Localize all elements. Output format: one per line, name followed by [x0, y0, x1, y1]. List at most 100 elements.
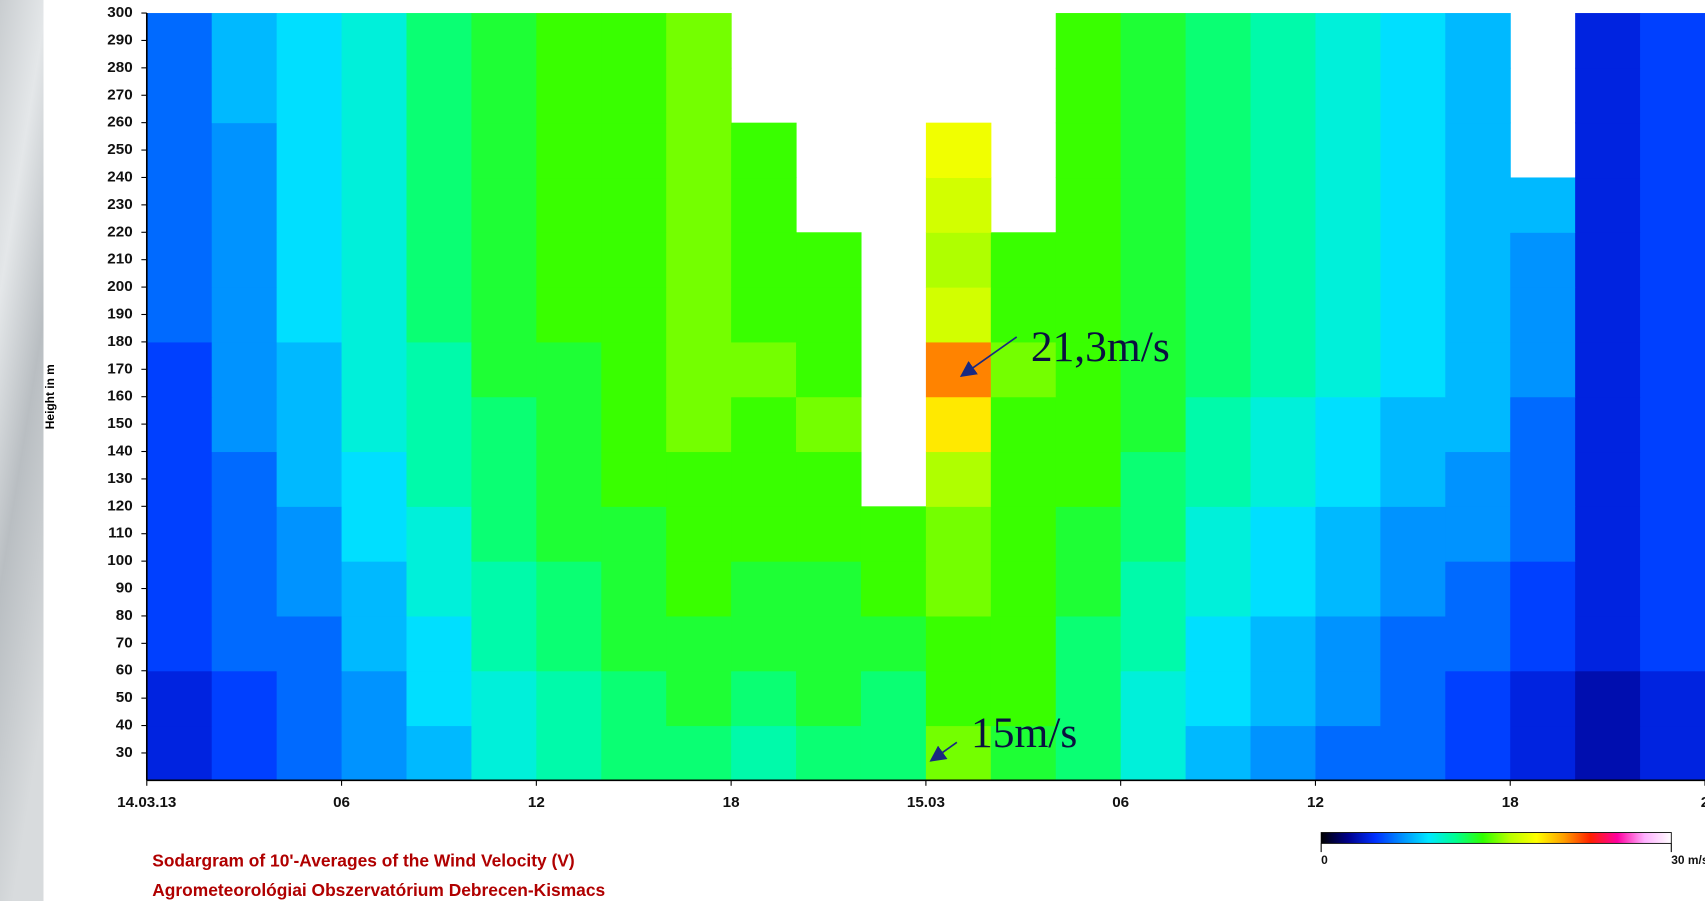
- heatmap-cell: [1640, 506, 1705, 562]
- heatmap-cell: [1120, 177, 1187, 233]
- y-tick-label: 280: [107, 59, 132, 76]
- heatmap-cell: [1315, 13, 1381, 69]
- heatmap-cell: [471, 615, 537, 672]
- x-tick-label: 18: [1502, 794, 1519, 811]
- heatmap-cell: [211, 506, 278, 562]
- heatmap-cell: [406, 561, 472, 617]
- heatmap-cell: [1055, 725, 1122, 781]
- heatmap-cell: [601, 451, 667, 507]
- heatmap-cell: [1380, 506, 1446, 562]
- heatmap-cell: [1250, 177, 1316, 233]
- heatmap-cell: [341, 725, 408, 781]
- y-tick-label: 80: [116, 607, 133, 624]
- annotation: 15m/s: [971, 709, 1077, 757]
- heatmap-cell: [666, 341, 732, 398]
- heatmap-cell: [1120, 615, 1187, 672]
- heatmap-cell: [341, 177, 408, 233]
- heatmap-cell: [1120, 670, 1187, 727]
- heatmap-cell: [1185, 341, 1252, 398]
- heatmap-cell: [146, 122, 213, 179]
- heatmap-cell: [666, 725, 732, 781]
- heatmap-cell: [1250, 506, 1316, 562]
- heatmap-cell: [1380, 232, 1446, 288]
- heatmap-cell: [1445, 615, 1511, 672]
- heatmap-cell: [601, 122, 667, 179]
- heatmap-cell: [796, 451, 862, 507]
- heatmap-cell: [276, 287, 343, 343]
- y-tick-label: 220: [107, 223, 132, 240]
- background-texture: [0, 0, 44, 901]
- heatmap-cell: [1250, 13, 1316, 69]
- y-tick-label: 40: [116, 717, 133, 734]
- heatmap-cell: [1055, 13, 1122, 69]
- heatmap-cell: [406, 232, 472, 288]
- heatmap-cell: [406, 67, 472, 124]
- heatmap-cell: [406, 122, 472, 179]
- heatmap-cell: [341, 451, 408, 507]
- heatmap-cell: [406, 670, 472, 727]
- heatmap-cell: [146, 177, 213, 233]
- heatmap-cell: [341, 232, 408, 288]
- annotation: 21,3m/s: [1031, 323, 1170, 371]
- heatmap-cell: [1640, 451, 1705, 507]
- y-tick-label: 30: [116, 744, 133, 761]
- heatmap-cell: [341, 341, 408, 398]
- heatmap-cell: [471, 177, 537, 233]
- heatmap-cell: [406, 615, 472, 672]
- heatmap-cell: [276, 506, 343, 562]
- heatmap-cell: [925, 396, 992, 453]
- heatmap-cell: [925, 561, 992, 617]
- heatmap-cell: [1575, 122, 1641, 179]
- heatmap-cell: [1640, 13, 1705, 69]
- heatmap-cell: [471, 122, 537, 179]
- heatmap-cell: [1185, 122, 1252, 179]
- y-tick-label: 50: [116, 689, 133, 706]
- heatmap-cell: [1055, 561, 1122, 617]
- heatmap-cell: [990, 396, 1057, 453]
- heatmap-cell: [731, 725, 797, 781]
- heatmap-cell: [796, 670, 862, 727]
- heatmap-cell: [1575, 177, 1641, 233]
- y-tick-label: 190: [107, 306, 132, 323]
- heatmap-cell: [990, 561, 1057, 617]
- heatmap-cell: [341, 670, 408, 727]
- heatmap-cell: [1250, 725, 1316, 781]
- heatmap-cell: [1575, 13, 1641, 69]
- heatmap-cell: [146, 13, 213, 69]
- heatmap-cell: [601, 287, 667, 343]
- heatmap-cell: [146, 670, 213, 727]
- heatmap-cell: [1315, 615, 1381, 672]
- heatmap-cell: [860, 725, 927, 781]
- heatmap-cell: [990, 451, 1057, 507]
- heatmap-cell: [1185, 287, 1252, 343]
- x-tick-label: 06: [333, 794, 350, 811]
- heatmap-cell: [1185, 177, 1252, 233]
- heatmap-cell: [1445, 287, 1511, 343]
- heatmap-cell: [406, 725, 472, 781]
- heatmap-cell: [1315, 670, 1381, 727]
- heatmap-cell: [1120, 67, 1187, 124]
- heatmap-cell: [666, 287, 732, 343]
- heatmap-cell: [1510, 561, 1576, 617]
- heatmap-cell: [990, 670, 1057, 727]
- heatmap-cell: [211, 13, 278, 69]
- heatmap-cell: [860, 670, 927, 727]
- heatmap-cell: [666, 396, 732, 453]
- heatmap-cell: [1055, 341, 1122, 398]
- heatmap-cell: [731, 670, 797, 727]
- heatmap-cell: [406, 287, 472, 343]
- heatmap-cell: [536, 396, 602, 453]
- heatmap-cell: [536, 13, 602, 69]
- heatmap-cell: [601, 67, 667, 124]
- heatmap-cell: [536, 670, 602, 727]
- heatmap-cell: [925, 287, 992, 343]
- heatmap-cell: [990, 341, 1057, 398]
- heatmap-cell: [1445, 13, 1511, 69]
- heatmap-cell: [211, 451, 278, 507]
- heatmap-cell: [536, 177, 602, 233]
- heatmap-cell: [1120, 396, 1187, 453]
- heatmap-cell: [731, 287, 797, 343]
- heatmap-cell: [1055, 122, 1122, 179]
- heatmap-cell: [1380, 615, 1446, 672]
- heatmap-cell: [1055, 396, 1122, 453]
